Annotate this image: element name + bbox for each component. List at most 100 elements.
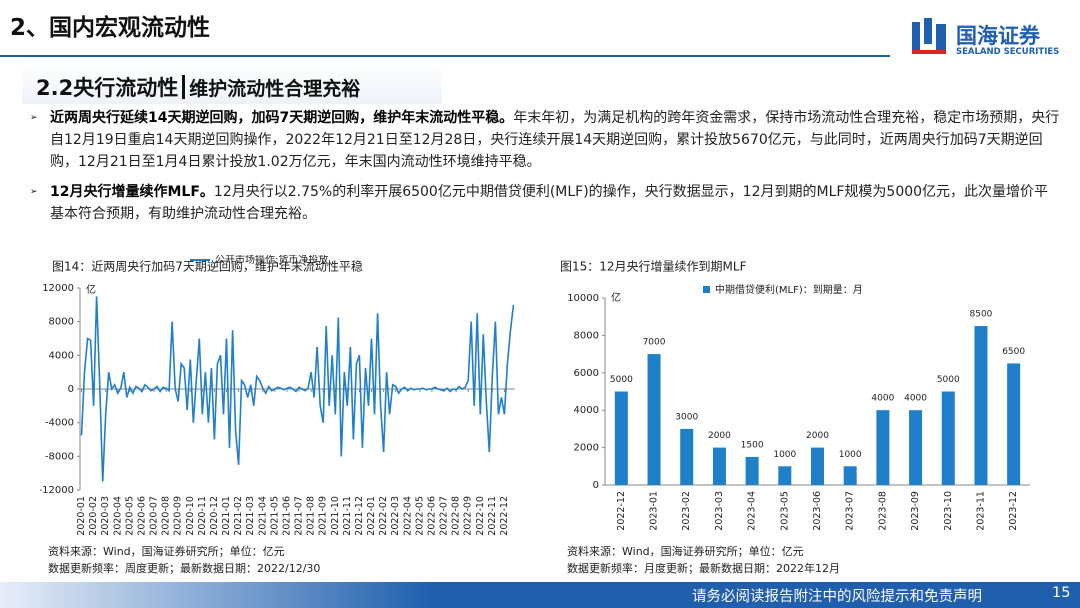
section-number: 2.2央行流动性 bbox=[36, 76, 179, 100]
data-label: 1500 bbox=[741, 440, 764, 450]
y-tick-label: -8000 bbox=[45, 451, 74, 462]
chart: 图15：12月央行增量续作到期MLF 亿 0 2000 4000 6000 8000 1000… bbox=[560, 260, 1030, 575]
legend-label: 公开市场操作:货币净投放 bbox=[215, 255, 328, 266]
data-label: 6500 bbox=[1002, 347, 1025, 357]
data-label: 2000 bbox=[806, 431, 829, 441]
x-tick-label: 2021-03 bbox=[245, 496, 256, 536]
footer-disclaimer: 请务必阅读报告附注中的风险提示和免责声明 bbox=[692, 589, 982, 605]
y-tick-label: -4000 bbox=[45, 418, 74, 429]
update-note: 数据更新频率：月度更新；最新数据日期：2022年12月 bbox=[567, 561, 840, 575]
logo-en: SEALAND SECURITIES bbox=[956, 47, 1060, 57]
page-number: 15 bbox=[1052, 585, 1071, 601]
x-tick-label: 2022-06 bbox=[426, 496, 437, 536]
y-tick-label: 12000 bbox=[42, 283, 74, 294]
legend-swatch bbox=[703, 286, 710, 293]
x-tick-label: 2022-08 bbox=[451, 496, 462, 536]
x-tick-label: 2023-09 bbox=[910, 491, 921, 531]
data-label: 8500 bbox=[970, 310, 993, 320]
y-tick-label: 10000 bbox=[567, 293, 599, 304]
x-tick-label: 2022-02 bbox=[378, 496, 389, 536]
x-tick-label: 2022-09 bbox=[463, 496, 474, 536]
y-tick-label: 8000 bbox=[49, 317, 74, 328]
x-tick-label: 2020-03 bbox=[100, 496, 111, 536]
x-tick-label: 2020-01 bbox=[76, 496, 87, 536]
x-tick-label: 2022-01 bbox=[366, 496, 377, 536]
x-tick-label: 2020-08 bbox=[161, 496, 172, 536]
x-tick-label: 2022-03 bbox=[390, 496, 401, 536]
logo-text: 国海证券 bbox=[956, 24, 1040, 48]
bullet-bold: 近两周央行延续14天期逆回购，加码7天期逆回购，维护年末流动性平稳。 bbox=[50, 110, 514, 126]
x-tick-label: 2023-11 bbox=[975, 491, 986, 531]
x-tick-label: 2021-06 bbox=[281, 496, 292, 536]
source: 资料来源：Wind，国海证券研究所；单位：亿元 bbox=[567, 544, 804, 558]
x-tick-label: 2023-12 bbox=[1008, 491, 1019, 531]
x-tick-label: 2022-12 bbox=[616, 491, 627, 531]
x-tick-label: 2020-11 bbox=[197, 496, 208, 536]
data-label: 4000 bbox=[871, 394, 894, 404]
x-tick-label: 2020-09 bbox=[173, 496, 184, 536]
x-tick-label: 2021-05 bbox=[269, 496, 280, 536]
x-tick-label: 2020-07 bbox=[149, 496, 160, 536]
x-tick-label: 2020-04 bbox=[112, 496, 123, 536]
x-tick-label: 2022-04 bbox=[402, 496, 413, 536]
bar bbox=[680, 428, 694, 485]
y-unit: 亿 bbox=[611, 291, 621, 304]
x-tick-label: 2021-12 bbox=[354, 496, 365, 536]
bar bbox=[811, 447, 824, 485]
data-label: 1000 bbox=[839, 450, 862, 460]
x-tick-label: 2023-03 bbox=[714, 491, 725, 531]
divider bbox=[182, 75, 186, 99]
x-tick-label: 2020-02 bbox=[88, 496, 99, 536]
x-tick-label: 2021-04 bbox=[257, 496, 268, 536]
update-note: 数据更新频率：周度更新；最新数据日期：2022/12/30 bbox=[48, 561, 320, 575]
y-unit: 亿 bbox=[86, 283, 96, 296]
x-tick-label: 2023-02 bbox=[681, 491, 692, 531]
x-tick-label: 2020-05 bbox=[124, 496, 135, 536]
data-label: 3000 bbox=[675, 412, 698, 422]
x-tick-label: 2023-08 bbox=[877, 491, 888, 531]
y-tick-label: 8000 bbox=[574, 330, 599, 341]
x-tick-label: 2022-05 bbox=[414, 496, 425, 536]
header-rule bbox=[0, 55, 890, 57]
bullet: 近两周央行延续14天期逆回购，加码7天期逆回购，维护年末流动性平稳。年末年初，为… bbox=[30, 107, 1062, 173]
y-tick-label: 4000 bbox=[574, 405, 599, 416]
source: 资料来源：Wind，国海证券研究所；单位：亿元 bbox=[48, 544, 285, 558]
x-tick-label: 2021-01 bbox=[221, 496, 232, 536]
chart-title: 图14：近两周央行加码7天期逆回购，维护年末流动性平稳 bbox=[52, 259, 363, 274]
x-tick-label: 2020-12 bbox=[209, 496, 220, 536]
y-tick-label: -12000 bbox=[40, 485, 74, 496]
y-tick-label: 6000 bbox=[574, 368, 599, 379]
x-tick-label: 2022-07 bbox=[439, 496, 450, 536]
footer-bar bbox=[0, 582, 1080, 608]
bar bbox=[941, 391, 955, 485]
y-tick-label: 2000 bbox=[574, 443, 599, 454]
bar bbox=[712, 447, 726, 485]
y-tick-label: 0 bbox=[593, 480, 599, 491]
data-label: 5000 bbox=[937, 375, 960, 385]
x-tick-label: 2021-07 bbox=[294, 496, 305, 536]
y-tick-label: 0 bbox=[68, 384, 74, 395]
x-tick-label: 2021-08 bbox=[306, 496, 317, 536]
chart-title: 图15：12月央行增量续作到期MLF bbox=[560, 260, 747, 274]
bullet-text: 12月央行以2.75%的利率开展6500亿元中期借贷便利(MLF)的操作，央行数… bbox=[50, 184, 1049, 222]
x-tick-label: 2023-07 bbox=[845, 491, 856, 531]
x-tick-label: 2020-10 bbox=[185, 496, 196, 536]
bar bbox=[974, 326, 988, 485]
x-tick-label: 2021-09 bbox=[318, 496, 329, 536]
header-title: 2、国内宏观流动性 bbox=[10, 15, 211, 41]
bar bbox=[843, 466, 857, 485]
logo-icon bbox=[912, 18, 946, 54]
x-tick-label: 2023-01 bbox=[649, 491, 660, 531]
x-tick-label: 2023-10 bbox=[943, 491, 954, 531]
y-tick-label: 4000 bbox=[49, 350, 74, 361]
x-tick-label: 2023-05 bbox=[779, 491, 790, 531]
legend-label: 中期借贷便利(MLF)：到期量：月 bbox=[715, 283, 863, 296]
section-subtitle: 维护流动性合理充裕 bbox=[189, 78, 361, 100]
x-tick-label: 2021-11 bbox=[342, 496, 353, 536]
x-tick-label: 2023-06 bbox=[812, 491, 823, 531]
x-tick-label: 2022-12 bbox=[499, 496, 510, 536]
bullet: 12月央行增量续作MLF。12月央行以2.75%的利率开展6500亿元中期借贷便… bbox=[30, 181, 1062, 225]
line-series bbox=[80, 296, 515, 482]
